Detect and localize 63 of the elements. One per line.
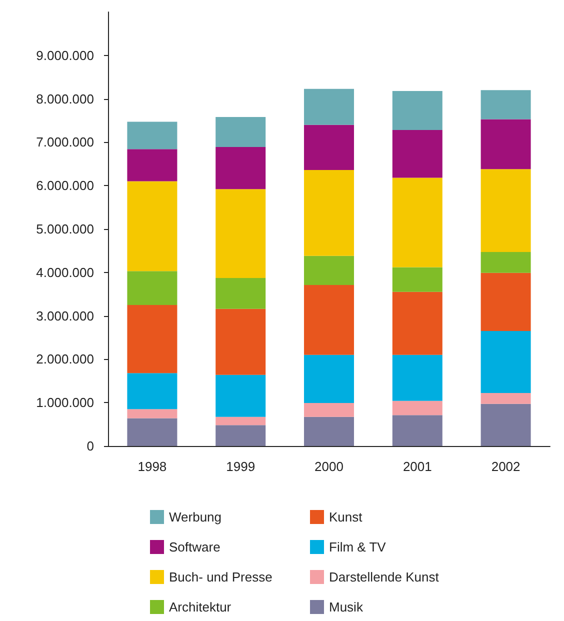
legend-label: Darstellende Kunst — [329, 570, 440, 584]
bar — [480, 404, 531, 446]
y-tick-label: 5.000.000 — [36, 222, 94, 236]
bar — [392, 415, 442, 446]
bar — [304, 256, 354, 285]
y-tick-label: 8.000.000 — [36, 91, 94, 106]
bar — [304, 88, 354, 125]
legend-label: Werbung — [169, 510, 222, 524]
bar — [480, 252, 531, 273]
bar — [127, 304, 178, 374]
legend-label: Software — [169, 540, 220, 554]
bar — [392, 292, 442, 355]
bar — [127, 373, 178, 410]
bar — [127, 409, 178, 418]
bar — [216, 416, 266, 426]
bar — [216, 189, 266, 278]
bar — [304, 124, 354, 170]
legend-label: Kunst — [329, 510, 363, 524]
bar — [127, 271, 178, 305]
y-tick-label: 3.000.000 — [36, 308, 94, 324]
bar — [127, 418, 178, 446]
bar — [392, 130, 442, 178]
bar — [127, 122, 178, 150]
legend-label: Buch- und Presse — [169, 570, 272, 584]
x-tick-label: 1998 — [138, 459, 167, 474]
y-tick-label: 4.000.000 — [36, 264, 94, 280]
bar — [480, 330, 531, 394]
bar — [216, 278, 266, 309]
bar — [392, 267, 442, 292]
y-tick-label: 0 — [86, 438, 94, 454]
y-tick-label: 7.000.000 — [36, 134, 94, 150]
bar — [480, 169, 531, 252]
y-tick-label: 1.000.000 — [36, 395, 94, 410]
y-tick-label: 2.000.000 — [36, 352, 94, 367]
x-tick-label: 2002 — [491, 459, 520, 474]
bar — [216, 146, 266, 190]
bar — [304, 403, 354, 417]
legend-label: Architektur — [169, 600, 232, 614]
bar — [392, 354, 442, 401]
y-tick-label: 9.000.000 — [36, 48, 94, 63]
x-tick-label: 1999 — [226, 459, 256, 474]
bar — [392, 90, 442, 130]
x-tick-label: 2000 — [314, 459, 344, 474]
bar — [480, 393, 531, 404]
bar — [304, 284, 354, 355]
x-tick-label: 2001 — [402, 459, 432, 474]
bar — [216, 425, 266, 446]
bar — [216, 308, 266, 375]
legend-label: Film & TV — [329, 540, 386, 554]
bar — [304, 354, 354, 404]
bar — [127, 149, 178, 182]
bar — [480, 119, 531, 170]
bar — [216, 117, 266, 147]
bar — [392, 400, 442, 416]
bar — [480, 272, 531, 331]
bar — [392, 178, 442, 268]
bar — [304, 170, 354, 256]
bar — [216, 374, 266, 417]
y-tick-label: 6.000.000 — [36, 178, 94, 194]
legend-label: Musik — [329, 600, 364, 614]
bar — [480, 90, 531, 120]
bar — [127, 181, 178, 272]
bar — [304, 416, 354, 446]
